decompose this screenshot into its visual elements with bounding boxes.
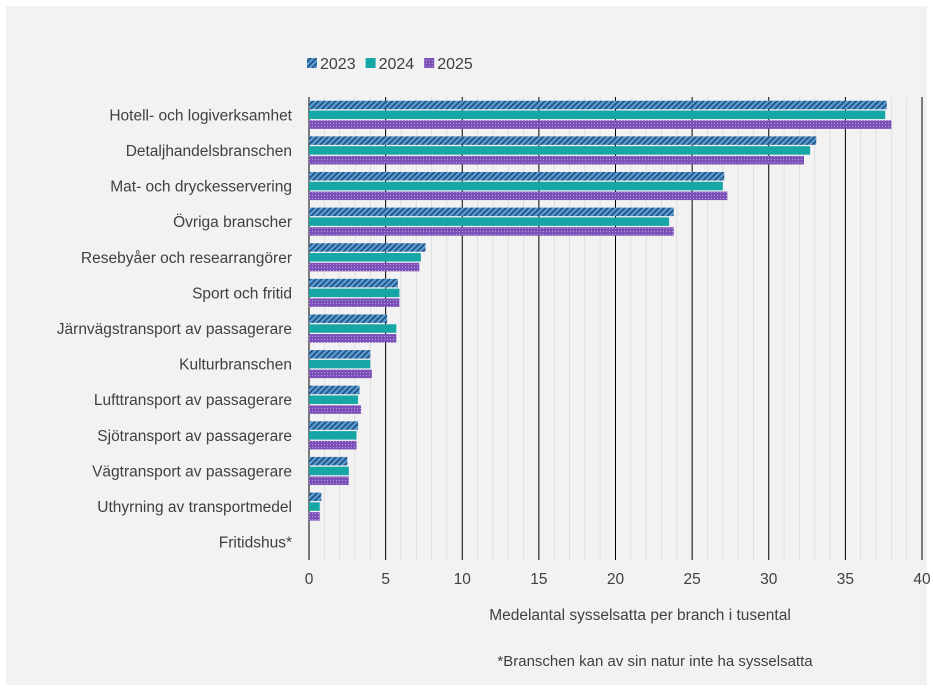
bar-2024-7 xyxy=(309,359,371,369)
chart-background xyxy=(6,6,927,685)
bar-2024-11 xyxy=(309,502,320,511)
x-tick-label: 30 xyxy=(760,571,778,588)
bar-2025-11 xyxy=(309,512,320,521)
bar-2024-10 xyxy=(309,466,349,476)
bars xyxy=(309,100,892,521)
x-tick-label: 0 xyxy=(305,571,314,588)
bar-2023-7 xyxy=(309,350,371,359)
category-label: Sport och fritid xyxy=(192,285,292,302)
bar-2023-4 xyxy=(309,243,426,252)
category-label: Järnvägstransport av passagerare xyxy=(57,321,292,338)
bar-2025-6 xyxy=(309,334,397,343)
bar-2025-8 xyxy=(309,405,362,414)
category-label: Vägtransport av passagerare xyxy=(92,463,292,480)
bar-2024-0 xyxy=(309,110,886,120)
category-label: Fritidshus* xyxy=(219,535,292,552)
category-label: Lufttransport av passagerare xyxy=(94,392,292,409)
bar-2025-9 xyxy=(309,440,357,450)
category-label: Resebyåer och researrangörer xyxy=(81,250,292,267)
bar-2024-9 xyxy=(309,431,357,440)
bar-2024-2 xyxy=(309,181,723,191)
category-label: Hotell- och logiverksamhet xyxy=(109,107,292,124)
legend-label-2024: 2024 xyxy=(379,56,415,73)
bar-2024-6 xyxy=(309,324,397,333)
category-label: Mat- och dryckesservering xyxy=(110,179,292,196)
legend-label-2023: 2023 xyxy=(320,56,356,73)
bar-2025-10 xyxy=(309,476,349,486)
x-tick-label: 40 xyxy=(913,571,931,588)
legend-swatch-2023 xyxy=(307,58,317,68)
x-tick-label: 20 xyxy=(607,571,625,588)
bar-2024-8 xyxy=(309,395,359,404)
bar-2023-6 xyxy=(309,314,388,323)
bar-2025-3 xyxy=(309,227,674,236)
footnote: *Branschen kan av sin natur inte ha syss… xyxy=(497,653,813,670)
x-axis-title: Medelantal sysselsatta per branch i tuse… xyxy=(489,607,791,624)
category-label: Övriga branscher xyxy=(173,213,292,231)
bar-2023-0 xyxy=(309,100,887,110)
bar-2024-4 xyxy=(309,253,421,262)
bar-2024-3 xyxy=(309,217,670,226)
x-tick-label: 25 xyxy=(684,571,701,588)
x-tick-label: 15 xyxy=(530,571,547,588)
bar-2023-9 xyxy=(309,421,359,430)
bar-2023-5 xyxy=(309,278,398,288)
bar-2023-11 xyxy=(309,492,322,502)
bar-2024-1 xyxy=(309,146,811,155)
category-labels: Hotell- och logiverksamhet Detaljhandelsb… xyxy=(57,107,293,551)
legend-swatch-2024 xyxy=(365,58,376,68)
bar-2023-8 xyxy=(309,385,360,395)
bar-2023-2 xyxy=(309,171,725,181)
x-tick-label: 5 xyxy=(381,571,390,588)
x-tick-label: 35 xyxy=(837,571,854,588)
bar-2025-4 xyxy=(309,262,420,272)
category-label: Kulturbranschen xyxy=(179,357,292,374)
legend-label-2025: 2025 xyxy=(437,56,473,73)
gridlines xyxy=(308,97,923,560)
bar-2025-0 xyxy=(309,120,892,129)
x-tick-labels: 0 5 10 15 20 25 30 35 40 xyxy=(305,571,931,588)
bar-2024-5 xyxy=(309,288,400,298)
bar-2025-7 xyxy=(309,369,372,379)
x-tick-label: 10 xyxy=(454,571,472,588)
bar-2023-1 xyxy=(309,136,817,145)
bar-2023-10 xyxy=(309,456,348,466)
category-label: Uthyrning av transportmedel xyxy=(97,499,292,516)
bar-2025-1 xyxy=(309,155,804,165)
category-label: Sjötransport av passagerare xyxy=(97,428,292,445)
category-label: Detaljhandelsbranschen xyxy=(126,143,292,160)
bar-2025-2 xyxy=(309,191,728,201)
bar-2025-5 xyxy=(309,298,400,307)
legend: 2023 2024 2025 xyxy=(307,56,473,73)
bar-2023-3 xyxy=(309,207,674,217)
legend-swatch-2025 xyxy=(424,58,435,68)
